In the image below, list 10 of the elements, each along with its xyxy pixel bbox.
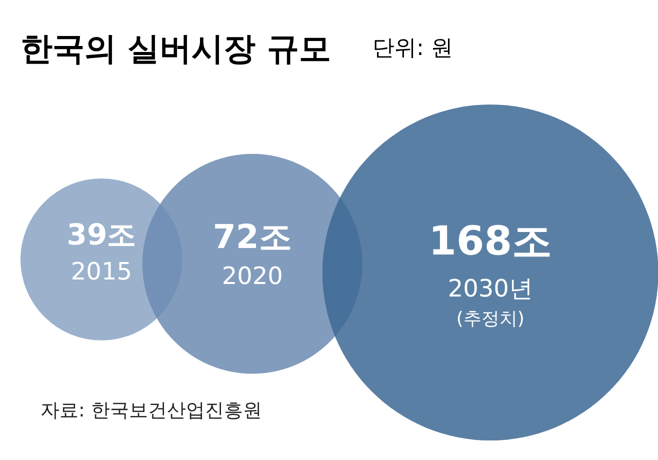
text: 한국의 실버시장 규모 bbox=[20, 30, 331, 68]
text: 단위: 원 bbox=[372, 36, 453, 61]
category-label: 2020 bbox=[222, 262, 283, 290]
text: 자료: 한국보건산업진흥원 bbox=[40, 400, 262, 422]
category-label: 2015 bbox=[70, 257, 132, 286]
data-label: 39조 bbox=[66, 217, 136, 252]
data-label: 72조 bbox=[212, 216, 292, 256]
category-label: 2030년 bbox=[448, 274, 533, 302]
data-label: 168조 bbox=[428, 218, 552, 264]
text: (추정치) bbox=[456, 308, 524, 330]
